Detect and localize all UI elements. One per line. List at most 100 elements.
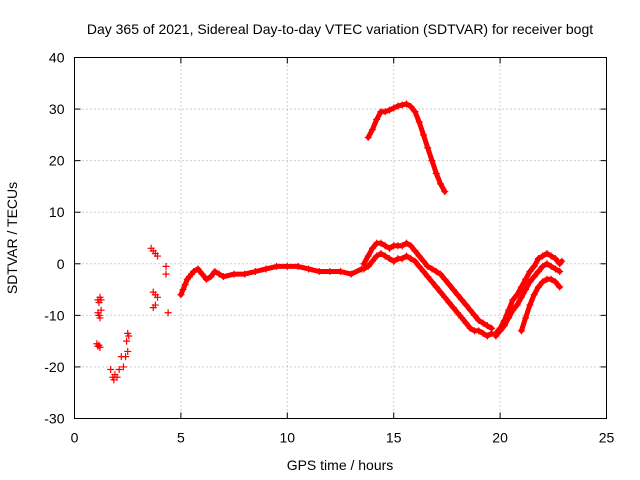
data-point bbox=[411, 257, 419, 265]
data-point bbox=[381, 242, 389, 250]
data-point bbox=[190, 268, 198, 276]
data-point bbox=[198, 270, 206, 278]
data-point bbox=[547, 252, 555, 260]
data-point bbox=[241, 270, 249, 278]
data-point bbox=[377, 239, 385, 247]
data-point bbox=[377, 249, 385, 257]
data-point bbox=[496, 327, 504, 335]
data-point bbox=[428, 278, 436, 286]
series-evening-C bbox=[517, 275, 564, 335]
data-point bbox=[513, 301, 521, 309]
data-point bbox=[96, 343, 104, 351]
data-point bbox=[454, 291, 462, 299]
y-tick-label: 30 bbox=[49, 101, 65, 117]
data-point bbox=[164, 309, 172, 317]
data-point bbox=[364, 262, 372, 270]
data-point bbox=[471, 311, 479, 319]
y-axis-label: SDTVAR / TECUs bbox=[4, 182, 20, 294]
data-point bbox=[534, 255, 542, 263]
data-point bbox=[445, 280, 453, 288]
data-point bbox=[360, 265, 368, 273]
data-point bbox=[107, 366, 115, 374]
data-point bbox=[398, 101, 406, 109]
data-point bbox=[283, 262, 291, 270]
data-point bbox=[445, 298, 453, 306]
data-point bbox=[509, 306, 517, 314]
data-point bbox=[441, 275, 449, 283]
series-evening-A bbox=[492, 249, 566, 337]
grid bbox=[74, 57, 607, 419]
x-tick-label: 0 bbox=[71, 430, 79, 446]
series-afternoon-A bbox=[360, 239, 496, 332]
data-point bbox=[373, 252, 381, 260]
data-point bbox=[115, 366, 123, 374]
data-point bbox=[162, 270, 170, 278]
y-tick-label: 20 bbox=[49, 153, 65, 169]
y-tick-label: 40 bbox=[49, 50, 65, 66]
data-point bbox=[479, 319, 487, 327]
data-point bbox=[437, 288, 445, 296]
data-point bbox=[479, 329, 487, 337]
data-point bbox=[364, 252, 372, 260]
data-point bbox=[505, 314, 513, 322]
data-point bbox=[407, 255, 415, 263]
data-point bbox=[492, 332, 500, 340]
data-point bbox=[551, 265, 559, 273]
data-point bbox=[432, 268, 440, 276]
data-point bbox=[207, 273, 215, 281]
data-point bbox=[458, 314, 466, 322]
data-point bbox=[202, 275, 210, 283]
data-point bbox=[509, 296, 517, 304]
data-point bbox=[437, 270, 445, 278]
data-point bbox=[483, 332, 491, 340]
data-point bbox=[315, 268, 323, 276]
data-point bbox=[441, 293, 449, 301]
y-tick-label: -30 bbox=[44, 411, 64, 427]
data-point bbox=[230, 270, 238, 278]
series-band bbox=[178, 263, 365, 298]
data-point bbox=[373, 115, 381, 123]
data-point bbox=[522, 275, 530, 283]
data-point bbox=[113, 373, 121, 381]
data-point bbox=[526, 278, 534, 286]
data-points bbox=[93, 100, 566, 384]
data-point bbox=[123, 337, 131, 345]
data-point bbox=[262, 265, 270, 273]
data-point bbox=[97, 306, 105, 314]
y-tick-label: 10 bbox=[49, 204, 65, 220]
data-point bbox=[432, 283, 440, 291]
series-band bbox=[493, 261, 563, 339]
data-point bbox=[543, 249, 551, 257]
data-point bbox=[368, 257, 376, 265]
series-upper-arc bbox=[364, 100, 449, 196]
data-point bbox=[517, 327, 525, 335]
data-point bbox=[424, 262, 432, 270]
data-point bbox=[402, 239, 410, 247]
data-point bbox=[556, 283, 564, 291]
y-tick-label: 0 bbox=[57, 256, 65, 272]
data-point bbox=[398, 255, 406, 263]
data-point bbox=[97, 296, 105, 304]
data-point bbox=[364, 133, 372, 141]
data-point bbox=[526, 301, 534, 309]
data-point bbox=[402, 100, 410, 108]
data-point bbox=[437, 180, 445, 188]
data-point bbox=[402, 252, 410, 260]
data-point bbox=[517, 293, 525, 301]
data-point bbox=[394, 102, 402, 110]
axis-ticks: 0 5 10 15 20 25 -30 -20 -10 0 10 20 30 40 bbox=[44, 50, 614, 446]
data-point bbox=[368, 126, 376, 134]
data-point bbox=[181, 280, 189, 288]
data-point bbox=[337, 268, 344, 276]
data-point bbox=[273, 262, 281, 270]
data-point bbox=[522, 286, 530, 294]
data-point bbox=[466, 306, 474, 314]
data-point bbox=[466, 324, 474, 332]
data-point bbox=[251, 268, 259, 276]
x-tick-label: 20 bbox=[492, 430, 508, 446]
data-point bbox=[522, 314, 530, 322]
data-point bbox=[390, 257, 398, 265]
data-point bbox=[458, 296, 466, 304]
data-point bbox=[449, 286, 457, 294]
